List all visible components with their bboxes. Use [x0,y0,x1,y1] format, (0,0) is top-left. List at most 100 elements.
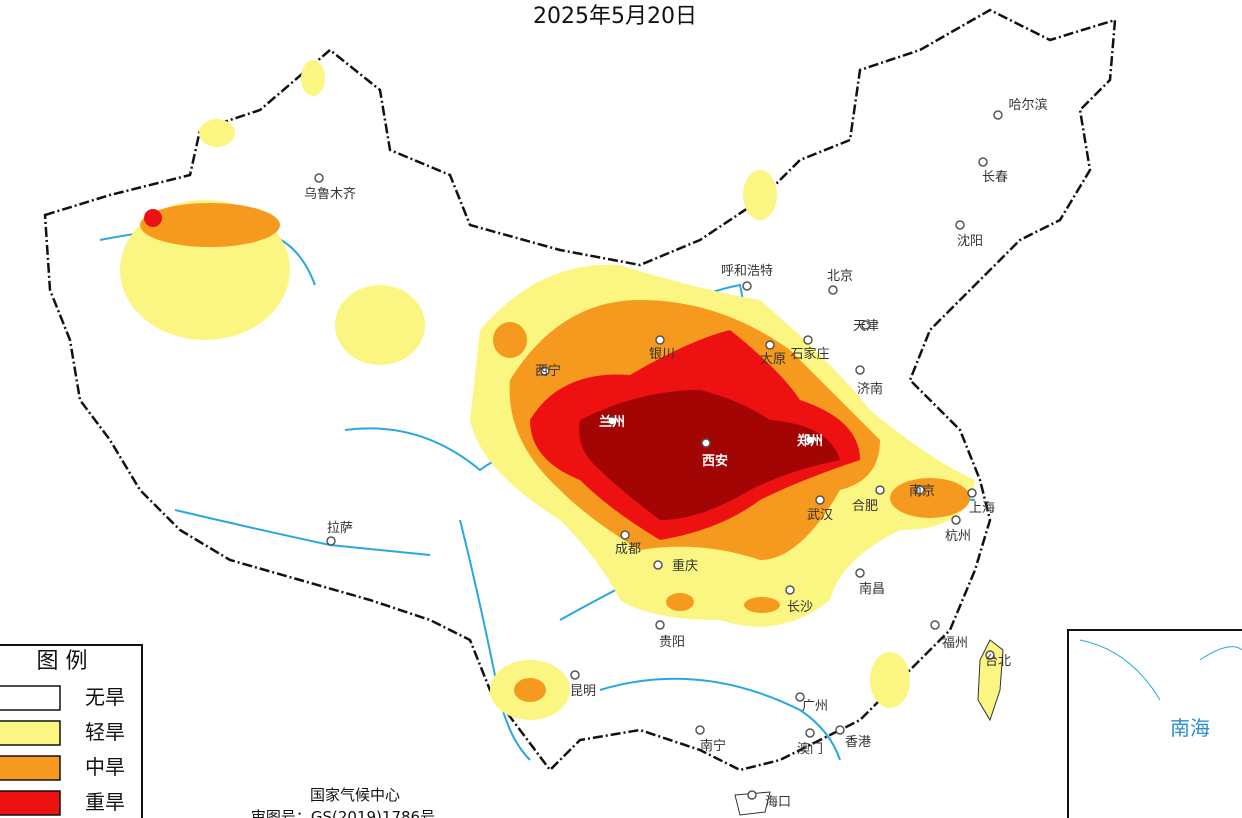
city-marker [570,670,580,680]
city-label: 重庆 [672,558,698,574]
city-marker [835,725,845,735]
legend-label: 中旱 [85,755,125,779]
city-label: 银川 [649,347,675,362]
drought-moderate [744,597,780,613]
city-label: 西宁 [535,363,561,379]
city-marker [915,485,925,495]
city-label: 乌鲁木齐 [304,186,356,202]
city-label: 兰州 [599,414,625,430]
inset-label: 南海 [1170,716,1210,740]
city-label: 武汉 [807,508,833,523]
approval-number: 审图号：GS(2019)1786号 [251,808,435,818]
drought-areas [120,60,975,720]
city-marker [985,650,995,660]
drought-light [199,119,235,147]
city-marker [747,790,757,800]
city-marker [765,340,775,350]
city-label: 澳门 [797,741,823,757]
city-marker [993,110,1003,120]
drought-light [335,285,425,365]
city-label: 天津 [853,319,879,334]
drought-severe [144,209,162,227]
city-marker [314,173,324,183]
city-label: 合肥 [852,499,878,514]
inset-coast [1079,639,1242,701]
inset: 南海 [1067,629,1242,818]
city-label: 太原 [760,352,786,367]
city-label: 哈尔滨 [1008,97,1047,113]
city-marker [742,281,752,291]
city-marker [955,220,965,230]
drought-light [301,60,325,96]
city-label: 杭州 [945,529,971,544]
city-marker [967,488,977,498]
city-label: 南宁 [700,738,726,754]
city-label: 济南 [857,381,883,397]
city-marker [655,620,665,630]
title-block: 2025年5月20日 国家气候中心 审图号：GS(2019)1786号 [251,4,697,818]
city-label: 成都 [615,542,641,557]
city-marker [978,157,988,167]
city-label: 台北 [985,654,1011,669]
city-marker [805,435,815,445]
drought-light [743,170,777,220]
city-marker [655,335,665,345]
legend-label: 重旱 [85,790,125,814]
city-label: 石家庄 [790,346,829,362]
city-marker [855,365,865,375]
city-label: 香港 [845,735,871,750]
city-marker [620,530,630,540]
city-label: 南京 [909,483,935,499]
city-label: 拉萨 [327,521,353,536]
city-marker [855,568,865,578]
drought-light [870,652,910,708]
drought-moderate [493,322,527,358]
city-marker [930,620,940,630]
city-marker [701,438,711,448]
city-label: 南昌 [859,581,885,597]
legend-label: 轻旱 [85,720,125,744]
city-label: 海口 [765,795,791,810]
legend-title: 图 例 [37,649,88,674]
city-label: 长沙 [787,600,813,615]
city-label: 郑州 [797,433,823,449]
drought-moderate [140,203,280,247]
city-label: 西安 [702,453,728,469]
city-label: 北京 [827,269,853,284]
city-marker [607,416,617,426]
city-marker [815,495,825,505]
city-marker [785,585,795,595]
city-label: 沈阳 [957,234,983,249]
map-date: 2025年5月20日 [533,4,697,29]
city-marker [653,560,663,570]
city-label: 昆明 [570,684,596,699]
legend-swatch [0,685,61,711]
hainan [734,791,771,816]
city-marker [795,692,805,702]
legend-swatch [0,755,61,781]
city-label: 上海 [969,501,995,516]
inset-frame [1067,629,1242,818]
city-marker [805,728,815,738]
city-marker [803,335,813,345]
legend-swatch [0,790,61,816]
city-marker [695,725,705,735]
drought-extreme [579,390,840,520]
city-marker [875,485,885,495]
city-marker [540,366,550,376]
source: 国家气候中心 [310,786,400,804]
city-label: 呼和浩特 [721,264,773,279]
legend-label: 无旱 [85,685,125,709]
drought-moderate [890,478,970,518]
city-label: 福州 [942,636,968,651]
city-marker [861,320,871,330]
city-label: 贵阳 [659,635,685,650]
city-marker [951,515,961,525]
city-label: 广州 [802,699,828,714]
city-label: 长春 [982,170,1008,185]
drought-moderate [666,593,694,611]
city-marker [326,536,336,546]
